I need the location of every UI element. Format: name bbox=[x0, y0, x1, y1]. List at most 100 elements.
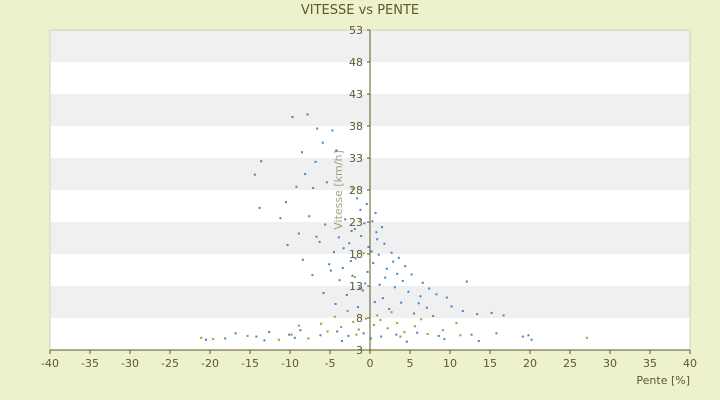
data-point-blue bbox=[502, 314, 505, 317]
data-point-olive bbox=[352, 320, 355, 323]
data-point-blue bbox=[286, 244, 289, 247]
data-point-blue bbox=[374, 212, 377, 215]
data-point-blue bbox=[363, 222, 366, 225]
x-tick-label: -40 bbox=[41, 357, 59, 370]
y-tick-label: 48 bbox=[349, 56, 363, 69]
data-point-blue bbox=[224, 337, 227, 340]
data-point-blue bbox=[308, 215, 311, 218]
y-tick-label: 8 bbox=[356, 312, 363, 325]
data-point-blue bbox=[362, 332, 365, 335]
data-point-olive bbox=[353, 276, 356, 279]
x-tick-label: -20 bbox=[201, 357, 219, 370]
data-point-blue bbox=[285, 201, 287, 204]
data-point-blue bbox=[376, 238, 379, 241]
data-point-olive bbox=[426, 333, 429, 335]
data-point-olive bbox=[346, 309, 349, 312]
data-point-blue bbox=[404, 265, 407, 268]
data-point-olive bbox=[307, 337, 310, 340]
data-point-blue bbox=[450, 305, 453, 308]
x-tick-label: -25 bbox=[161, 357, 179, 370]
data-point-blue bbox=[293, 336, 296, 339]
data-point-blue bbox=[395, 333, 398, 336]
data-point-olive bbox=[373, 324, 375, 327]
data-point-blue bbox=[476, 313, 479, 316]
y-tick-label: 43 bbox=[349, 88, 363, 101]
data-point-blue bbox=[299, 329, 302, 332]
y-tick-label: 13 bbox=[349, 280, 363, 293]
data-point-olive bbox=[277, 338, 280, 341]
data-point-blue bbox=[333, 251, 335, 254]
x-tick-label: 10 bbox=[443, 357, 457, 370]
data-point-blue bbox=[361, 289, 364, 292]
data-point-blue bbox=[381, 226, 383, 229]
data-point-blue bbox=[345, 293, 348, 296]
data-point-blue bbox=[316, 127, 319, 130]
data-point-blue bbox=[369, 337, 372, 340]
data-point-blue bbox=[383, 242, 386, 245]
data-point-blue bbox=[470, 333, 473, 336]
data-point-blue bbox=[432, 315, 435, 318]
data-point-blue bbox=[268, 331, 271, 334]
data-point-blue bbox=[443, 338, 446, 341]
x-tick-label: -15 bbox=[241, 357, 259, 370]
data-point-blue bbox=[336, 330, 339, 333]
y-tick-label: 18 bbox=[349, 248, 363, 261]
x-tick-label: -5 bbox=[325, 357, 336, 370]
data-point-blue bbox=[350, 229, 353, 232]
data-point-blue bbox=[385, 267, 388, 270]
y-tick-label: 38 bbox=[349, 120, 363, 133]
data-point-blue bbox=[407, 290, 410, 293]
tick-labels: -40 -35 -30 -25 -20 -15 -10 -5 0 5 10 15 20 25 30 35 40 3… bbox=[41, 24, 697, 370]
data-point-blue bbox=[381, 297, 384, 300]
data-point-blue bbox=[410, 273, 413, 276]
data-point-olive bbox=[585, 336, 588, 339]
data-point-blue bbox=[366, 270, 369, 273]
data-point-blue bbox=[304, 173, 307, 175]
data-point-olive bbox=[399, 335, 402, 338]
data-point-blue bbox=[371, 220, 374, 223]
data-point-blue bbox=[351, 274, 354, 277]
data-point-blue bbox=[435, 293, 438, 296]
data-point-blue bbox=[329, 269, 332, 272]
data-point-blue bbox=[530, 338, 533, 341]
data-point-olive bbox=[379, 318, 382, 321]
data-point-blue bbox=[405, 340, 408, 343]
data-point-blue bbox=[384, 276, 387, 279]
data-point-blue bbox=[349, 260, 352, 263]
data-point-blue bbox=[335, 149, 338, 152]
data-point-blue bbox=[495, 332, 498, 335]
data-point-blue bbox=[288, 333, 291, 336]
data-point-blue bbox=[358, 286, 361, 289]
data-point-olive bbox=[403, 331, 406, 334]
x-tick-label: -30 bbox=[121, 357, 139, 370]
data-point-blue bbox=[364, 282, 367, 285]
data-point-blue bbox=[437, 334, 440, 337]
data-point-olive bbox=[297, 324, 300, 327]
data-point-blue bbox=[263, 339, 266, 342]
data-point-blue bbox=[416, 331, 419, 334]
data-point-blue bbox=[373, 301, 376, 303]
data-point-olive bbox=[390, 311, 393, 314]
data-point-blue bbox=[396, 272, 399, 275]
data-point-olive bbox=[359, 218, 362, 221]
data-point-blue bbox=[356, 197, 359, 200]
data-point-olive bbox=[362, 252, 365, 255]
data-point-blue bbox=[315, 235, 318, 238]
data-point-blue bbox=[255, 335, 258, 338]
y-tick-label: 33 bbox=[349, 152, 363, 165]
data-point-blue bbox=[359, 208, 362, 211]
data-point-blue bbox=[337, 236, 340, 239]
data-point-blue bbox=[367, 245, 370, 248]
data-point-olive bbox=[413, 325, 416, 328]
data-point-blue bbox=[312, 187, 315, 190]
data-point-blue bbox=[321, 141, 324, 144]
data-point-olive bbox=[212, 338, 215, 341]
data-point-blue bbox=[490, 311, 493, 314]
data-point-blue bbox=[400, 301, 403, 304]
data-point-blue bbox=[314, 160, 317, 163]
data-point-blue bbox=[328, 263, 331, 266]
data-point-blue bbox=[325, 181, 328, 184]
data-point-olive bbox=[357, 328, 360, 331]
data-point-blue bbox=[279, 217, 282, 220]
data-point-blue bbox=[334, 302, 337, 305]
